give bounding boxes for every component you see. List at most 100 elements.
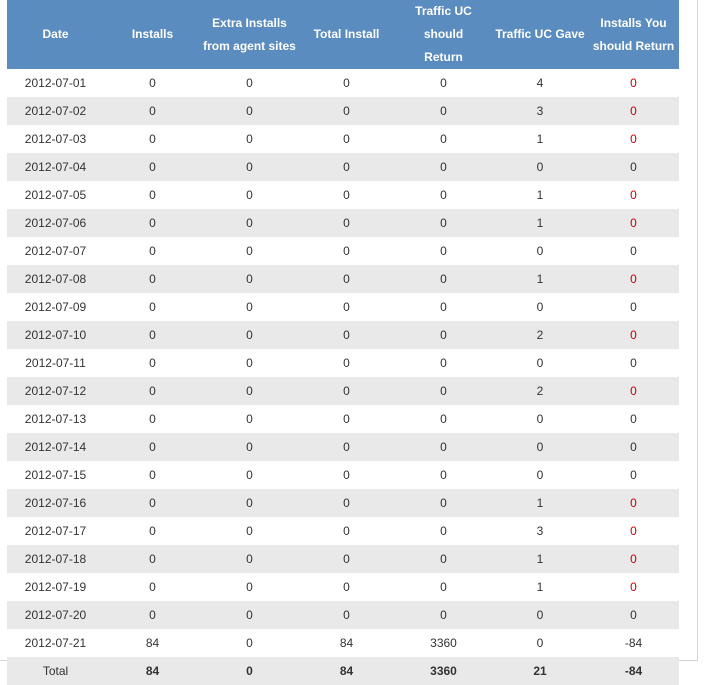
cell-installs: 0 [104,517,201,545]
cell-traffic-gave: 21 [492,657,588,685]
cell-traffic-gave: 1 [492,209,588,237]
cell-traffic-should-return: 0 [395,293,492,321]
cell-installs: 0 [104,153,201,181]
cell-date: 2012-07-17 [7,517,104,545]
cell-date: Total [7,657,104,685]
cell-total-install: 0 [298,97,395,125]
column-header-text: Return [424,50,463,64]
cell-total-install: 0 [298,349,395,377]
table-row: 2012-07-08 0 0 0 0 1 0 [7,265,679,293]
cell-date: 2012-07-08 [7,265,104,293]
cell-installs: 0 [104,433,201,461]
cell-date: 2012-07-05 [7,181,104,209]
column-header-date: Date [7,0,104,69]
cell-total-install: 0 [298,405,395,433]
cell-extra-installs: 0 [201,377,298,405]
cell-traffic-gave: 4 [492,69,588,97]
cell-extra-installs: 0 [201,461,298,489]
table-row: 2012-07-11 0 0 0 0 0 0 [7,349,679,377]
cell-traffic-gave: 1 [492,125,588,153]
table-row: 2012-07-09 0 0 0 0 0 0 [7,293,679,321]
cell-installs-should-return: 0 [588,265,679,293]
cell-total-install: 0 [298,517,395,545]
table-row: 2012-07-03 0 0 0 0 1 0 [7,125,679,153]
cell-installs: 0 [104,209,201,237]
cell-installs-should-return: 0 [588,209,679,237]
cell-installs-should-return: 0 [588,97,679,125]
table-row: 2012-07-01 0 0 0 0 4 0 [7,69,679,97]
cell-date: 2012-07-09 [7,293,104,321]
cell-extra-installs: 0 [201,489,298,517]
cell-extra-installs: 0 [201,97,298,125]
cell-traffic-gave: 2 [492,377,588,405]
cell-installs-should-return: 0 [588,517,679,545]
cell-installs: 0 [104,237,201,265]
cell-installs: 84 [104,657,201,685]
cell-traffic-gave: 1 [492,545,588,573]
cell-traffic-gave: 0 [492,629,588,657]
cell-traffic-should-return: 0 [395,125,492,153]
cell-date: 2012-07-01 [7,69,104,97]
cell-installs-should-return: -84 [588,657,679,685]
cell-total-install: 0 [298,489,395,517]
cell-extra-installs: 0 [201,265,298,293]
cell-date: 2012-07-06 [7,209,104,237]
cell-installs: 0 [104,293,201,321]
cell-traffic-gave: 2 [492,321,588,349]
cell-total-install: 0 [298,69,395,97]
cell-date: 2012-07-16 [7,489,104,517]
column-header-text: Installs [131,27,174,41]
cell-traffic-gave: 0 [492,433,588,461]
cell-installs-should-return: 0 [588,489,679,517]
table-row: 2012-07-15 0 0 0 0 0 0 [7,461,679,489]
cell-date: 2012-07-15 [7,461,104,489]
cell-installs-should-return: 0 [588,125,679,153]
cell-installs: 0 [104,545,201,573]
cell-traffic-should-return: 0 [395,517,492,545]
cell-total-install: 0 [298,573,395,601]
cell-extra-installs: 0 [201,545,298,573]
cell-traffic-gave: 3 [492,517,588,545]
column-header-installs: Installs [104,0,201,69]
cell-traffic-should-return: 0 [395,153,492,181]
cell-total-install: 0 [298,181,395,209]
table-row: 2012-07-20 0 0 0 0 0 0 [7,601,679,629]
cell-date: 2012-07-18 [7,545,104,573]
cell-installs: 0 [104,461,201,489]
cell-extra-installs: 0 [201,153,298,181]
cell-traffic-gave: 0 [492,349,588,377]
cell-extra-installs: 0 [201,517,298,545]
cell-extra-installs: 0 [201,573,298,601]
cell-traffic-gave: 0 [492,153,588,181]
table-row: 2012-07-19 0 0 0 0 1 0 [7,573,679,601]
cell-traffic-should-return: 0 [395,461,492,489]
cell-date: 2012-07-03 [7,125,104,153]
cell-traffic-gave: 1 [492,181,588,209]
cell-installs: 0 [104,349,201,377]
cell-installs-should-return: 0 [588,181,679,209]
cell-date: 2012-07-07 [7,237,104,265]
column-header-text: Traffic UC should [415,4,472,41]
table-row: 2012-07-02 0 0 0 0 3 0 [7,97,679,125]
cell-traffic-should-return: 0 [395,349,492,377]
column-header-text: Total Install [313,27,380,41]
cell-extra-installs: 0 [201,125,298,153]
cell-date: 2012-07-02 [7,97,104,125]
cell-extra-installs: 0 [201,293,298,321]
cell-installs-should-return: -84 [588,629,679,657]
cell-extra-installs: 0 [201,657,298,685]
cell-extra-installs: 0 [201,181,298,209]
cell-total-install: 0 [298,153,395,181]
cell-total-install: 0 [298,237,395,265]
cell-traffic-should-return: 0 [395,97,492,125]
table-row: 2012-07-16 0 0 0 0 1 0 [7,489,679,517]
cell-date: 2012-07-04 [7,153,104,181]
cell-traffic-gave: 0 [492,293,588,321]
cell-extra-installs: 0 [201,629,298,657]
table-row: 2012-07-10 0 0 0 0 2 0 [7,321,679,349]
table-row: 2012-07-18 0 0 0 0 1 0 [7,545,679,573]
cell-total-install: 84 [298,657,395,685]
cell-extra-installs: 0 [201,405,298,433]
cell-traffic-gave: 0 [492,237,588,265]
column-header-text: Extra Installs [212,15,287,30]
